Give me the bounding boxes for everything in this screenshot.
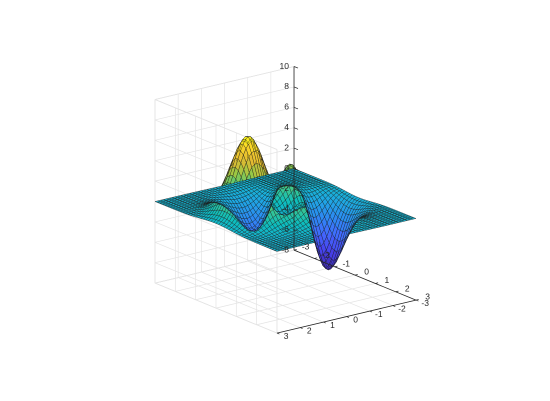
side-grid-line	[154, 147, 295, 182]
x-tick-label: -3	[302, 242, 310, 252]
z-tick-label: 10	[280, 61, 290, 71]
z-tick-label: 0	[284, 163, 289, 173]
back-grid-line	[154, 241, 278, 293]
x-tick-mark	[314, 257, 318, 259]
y-tick-label: 3	[284, 331, 289, 341]
y-tick-mark	[369, 310, 373, 313]
y-tick-mark	[300, 327, 303, 329]
x-tick-mark	[354, 274, 358, 276]
z-tick-label: -6	[281, 224, 289, 234]
z-tick-mark	[293, 86, 299, 89]
y-tick-mark	[346, 316, 350, 318]
z-tick-mark	[293, 188, 299, 191]
z-tick-mark	[293, 249, 299, 253]
box-edge	[154, 99, 278, 150]
z-tick-label: 4	[284, 122, 289, 132]
axes-grid	[154, 66, 417, 334]
surface-face	[410, 217, 417, 220]
x-tick-label: 2	[405, 283, 410, 293]
y-tick-label: -3	[421, 298, 429, 308]
y-tick-mark	[392, 305, 396, 307]
z-tick-mark	[293, 127, 299, 130]
box-edge	[154, 249, 295, 284]
z-tick-mark	[293, 106, 299, 110]
floor-grid-line	[224, 266, 347, 317]
z-tick-label: 6	[284, 102, 289, 112]
floor-grid-line	[178, 277, 301, 328]
x-tick-label: 3	[425, 292, 430, 302]
side-grid-line	[154, 86, 295, 121]
back-grid-line	[154, 221, 278, 273]
floor-grid-line	[270, 255, 393, 306]
z-tick-label: 8	[284, 81, 289, 91]
y-tick-label: 0	[353, 315, 358, 325]
z-tick-mark	[293, 208, 299, 212]
z-tick-label: 2	[284, 142, 289, 152]
z-tick-mark	[293, 147, 299, 151]
side-grid-line	[154, 106, 295, 141]
x-tick-mark	[395, 290, 399, 293]
y-tick-mark	[323, 321, 326, 324]
y-tick-mark	[276, 332, 280, 335]
z-tick-mark	[293, 168, 299, 171]
z-tick-label: -2	[281, 183, 289, 193]
y-tick-label: 2	[307, 326, 312, 336]
x-tick-mark	[375, 282, 379, 284]
x-tick-label: 1	[385, 275, 390, 285]
surface-mesh	[154, 136, 417, 271]
x-tick-label: -2	[322, 250, 330, 260]
back-grid-line	[154, 262, 278, 314]
y-tick-label: -2	[398, 304, 406, 314]
floor-grid-line	[201, 271, 324, 323]
axes-frame	[276, 66, 419, 335]
box-edge	[154, 282, 278, 334]
z-tick-mark	[293, 66, 299, 69]
y-tick-label: -1	[375, 309, 383, 319]
z-tick-label: -4	[281, 204, 289, 214]
x-tick-label: 0	[364, 267, 369, 277]
y-tick-label: 1	[330, 320, 335, 330]
z-tick-label: -8	[281, 244, 289, 254]
side-grid-line	[154, 127, 295, 162]
x-tick-label: -1	[342, 258, 350, 268]
y-tick-mark	[415, 299, 419, 302]
x-tick-mark	[334, 265, 338, 268]
z-tick-mark	[293, 229, 299, 232]
floor-grid-line	[247, 260, 370, 312]
box-edge	[154, 66, 295, 100]
